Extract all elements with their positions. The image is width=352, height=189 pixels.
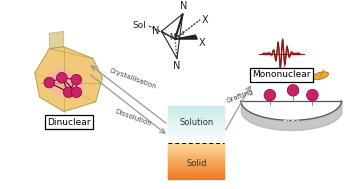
Bar: [168, 152, 224, 154]
Bar: [168, 109, 224, 110]
Bar: [168, 121, 224, 122]
Bar: [168, 116, 224, 118]
Bar: [168, 144, 224, 146]
Ellipse shape: [312, 72, 329, 80]
Bar: [168, 140, 224, 142]
Bar: [168, 162, 224, 164]
Polygon shape: [49, 31, 64, 49]
Bar: [168, 135, 224, 137]
Text: N: N: [180, 1, 187, 11]
Bar: [168, 139, 224, 141]
Circle shape: [71, 87, 82, 98]
Bar: [168, 123, 224, 125]
Text: X: X: [202, 15, 209, 25]
Bar: [168, 127, 224, 129]
Bar: [168, 166, 224, 167]
Bar: [168, 168, 224, 170]
Polygon shape: [35, 47, 102, 112]
Bar: [168, 161, 224, 162]
Circle shape: [307, 89, 318, 101]
Bar: [168, 130, 224, 132]
Bar: [168, 145, 224, 147]
Bar: [168, 114, 224, 115]
Bar: [168, 151, 224, 153]
Bar: [168, 132, 224, 133]
Bar: [168, 134, 224, 136]
Circle shape: [57, 72, 67, 83]
Text: SiO₂: SiO₂: [282, 114, 300, 123]
Circle shape: [71, 74, 82, 85]
Bar: [168, 129, 224, 131]
Bar: [168, 108, 224, 109]
Bar: [168, 138, 224, 139]
Bar: [168, 163, 224, 165]
Text: II: II: [182, 31, 185, 36]
Text: Grafting: Grafting: [226, 89, 255, 105]
Circle shape: [44, 77, 55, 88]
Bar: [168, 157, 224, 159]
Text: Crystallisation: Crystallisation: [108, 67, 157, 90]
Bar: [168, 178, 224, 179]
Bar: [168, 156, 224, 158]
Text: N: N: [173, 61, 181, 71]
Bar: [168, 110, 224, 112]
Circle shape: [63, 87, 74, 98]
Bar: [168, 173, 224, 174]
Bar: [168, 146, 224, 148]
Polygon shape: [175, 35, 197, 39]
Bar: [168, 176, 224, 178]
Bar: [168, 126, 224, 127]
Text: Dissolution: Dissolution: [114, 108, 152, 127]
Bar: [168, 133, 224, 135]
Text: Solid: Solid: [186, 159, 207, 168]
Text: Sol: Sol: [132, 21, 146, 30]
Bar: [168, 153, 224, 155]
Bar: [168, 150, 224, 152]
Text: Solution: Solution: [179, 118, 213, 127]
Bar: [168, 147, 224, 149]
Text: Mn: Mn: [169, 33, 181, 42]
Text: X: X: [198, 38, 205, 48]
Bar: [168, 106, 224, 108]
Bar: [168, 169, 224, 171]
Bar: [168, 122, 224, 124]
Text: Dinuclear: Dinuclear: [47, 118, 90, 127]
Bar: [168, 170, 224, 172]
Bar: [168, 141, 224, 143]
Bar: [168, 120, 224, 121]
Polygon shape: [47, 66, 86, 97]
Bar: [168, 164, 224, 166]
Bar: [168, 143, 224, 144]
Bar: [168, 172, 224, 173]
Text: N: N: [152, 26, 159, 36]
Ellipse shape: [275, 68, 291, 78]
Bar: [168, 158, 224, 160]
Bar: [168, 128, 224, 130]
Bar: [168, 124, 224, 126]
Bar: [168, 160, 224, 161]
Bar: [168, 167, 224, 168]
Bar: [168, 149, 224, 150]
Bar: [168, 111, 224, 113]
Circle shape: [287, 84, 299, 96]
Text: Mononuclear: Mononuclear: [252, 70, 311, 79]
Circle shape: [264, 89, 276, 101]
Bar: [168, 117, 224, 119]
Bar: [168, 118, 224, 120]
Bar: [168, 115, 224, 116]
Bar: [168, 136, 224, 138]
Bar: [168, 174, 224, 176]
Bar: [168, 175, 224, 177]
Bar: [168, 155, 224, 156]
Bar: [168, 112, 224, 114]
